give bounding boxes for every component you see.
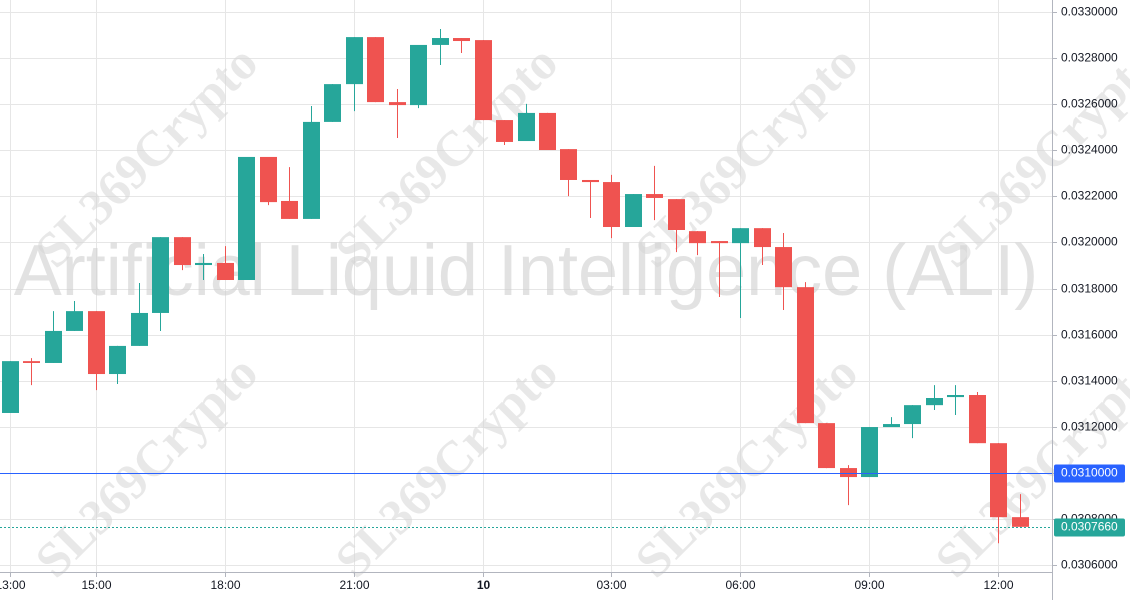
x-tick-label: 12:00 [983, 578, 1013, 592]
candle-body [88, 311, 105, 375]
candle-body [947, 395, 964, 398]
y-tick-label: 0.0328000 [1061, 51, 1118, 65]
candle-body [582, 179, 599, 183]
candle-body [496, 120, 513, 142]
candle-body [775, 247, 792, 288]
candle-body [432, 38, 449, 45]
y-tick-label: 0.0314000 [1061, 374, 1118, 388]
x-tick-label: 18:00 [210, 578, 240, 592]
candle-body [45, 330, 62, 363]
y-tick-label: 0.0320000 [1061, 235, 1118, 249]
last-price-label: 0.0307660 [1061, 520, 1118, 534]
price-line-label: 0.0310000 [1061, 466, 1118, 480]
candle-body [1012, 517, 1029, 527]
y-tick-label: 0.0318000 [1061, 282, 1118, 296]
candle-body [840, 468, 857, 478]
candle-body [861, 427, 878, 478]
candle-body [926, 398, 943, 406]
candle-body [689, 231, 706, 244]
y-tick-label: 0.0330000 [1061, 5, 1118, 19]
candle-body [646, 194, 663, 198]
candle-body [281, 200, 298, 219]
candle-body [174, 237, 191, 266]
x-tick-label: 21:00 [339, 578, 369, 592]
candle-body [260, 156, 277, 203]
candle-body [238, 156, 255, 281]
candle-body [603, 182, 620, 228]
candle-body [217, 262, 234, 281]
candle-body [732, 228, 749, 244]
price-line-tag [1054, 464, 1125, 483]
candle-body [410, 44, 427, 106]
x-tick-label: 13:00 [0, 578, 26, 592]
y-tick-label: 0.0306000 [1061, 558, 1118, 572]
candle-body [303, 121, 320, 219]
candle-body [23, 361, 40, 363]
candle-body [711, 241, 728, 244]
candle-body [475, 40, 492, 121]
candle-body [668, 199, 685, 230]
y-tick-label: 0.0322000 [1061, 189, 1118, 203]
candle-body [367, 37, 384, 103]
candle-body [797, 287, 814, 424]
candle-body [2, 361, 19, 413]
candle-body [453, 38, 470, 42]
candle-body [904, 405, 921, 425]
candle-body [625, 194, 642, 228]
candle-body [883, 424, 900, 428]
x-tick-label: 03:00 [596, 578, 626, 592]
last-price-tag [1054, 518, 1125, 537]
y-tick-label: 0.0312000 [1061, 420, 1118, 434]
y-tick-label: 0.0316000 [1061, 328, 1118, 342]
candle-body [518, 112, 535, 142]
candle-body [152, 237, 169, 313]
x-tick-label: 15:00 [81, 578, 111, 592]
candle-body [560, 149, 577, 180]
candle-body [539, 112, 556, 151]
candle-body [195, 262, 212, 266]
candle-body [131, 312, 148, 346]
candle-body [969, 395, 986, 444]
candle-body [109, 345, 126, 375]
candles [2, 29, 1029, 544]
y-tick-label: 0.0326000 [1061, 97, 1118, 111]
x-tick-label: 10 [477, 578, 491, 592]
x-tick-label: 09:00 [854, 578, 884, 592]
y-tick-label: 0.0324000 [1061, 143, 1118, 157]
candle-body [324, 84, 341, 122]
candle-body [389, 102, 406, 106]
x-tick-label: 06:00 [725, 578, 755, 592]
candle-body [990, 443, 1007, 518]
candle-body [66, 311, 83, 331]
candle-body [346, 37, 363, 85]
candle-body [754, 228, 771, 248]
candle-body [818, 423, 835, 469]
